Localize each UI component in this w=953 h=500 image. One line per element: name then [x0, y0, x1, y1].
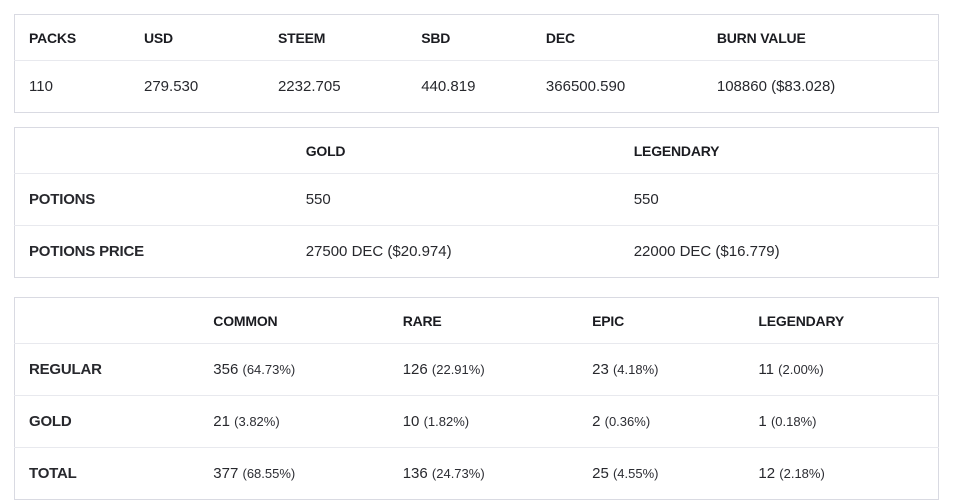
burn-value: 108860 ($83.028): [716, 78, 836, 95]
common-header: COMMON: [199, 297, 389, 344]
count-value: 10: [402, 413, 420, 430]
potions-header-row: GOLD LEGENDARY: [14, 127, 939, 174]
regular-row-label: REGULAR: [14, 343, 200, 396]
epic-header: EPIC: [578, 297, 745, 344]
gold-common-cell: 21 (3.82%): [199, 395, 389, 448]
sbd-header: SBD: [407, 14, 532, 61]
dec-header: DEC: [531, 14, 703, 61]
count-value: 23: [592, 361, 609, 378]
burn-value-header: BURN VALUE: [702, 14, 939, 61]
gold-cards-row: GOLD 21 (3.82%) 10 (1.82%) 2 (0.36%) 1 (…: [14, 395, 939, 448]
percent-value: (68.55%): [242, 466, 296, 481]
gold-row-label: GOLD: [14, 395, 200, 448]
count-value: 1: [758, 413, 767, 430]
packs-header: PACKS: [14, 14, 130, 61]
count-value: 12: [758, 465, 776, 482]
regular-cards-row: REGULAR 356 (64.73%) 126 (22.91%) 23 (4.…: [14, 343, 939, 396]
legendary-potion-header: LEGENDARY: [619, 127, 939, 174]
percent-value: (24.73%): [431, 466, 485, 481]
potions-header-empty: [14, 127, 292, 174]
dec-value: 366500.590: [545, 78, 626, 95]
gold-potion-header: GOLD: [291, 127, 620, 174]
percent-value: (2.00%): [778, 362, 824, 377]
rare-header: RARE: [388, 297, 579, 344]
total-epic-cell: 25 (4.55%): [578, 448, 744, 500]
gold-potions-price: 27500 DEC ($20.974): [305, 243, 452, 260]
percent-value: (0.36%): [604, 414, 651, 429]
percent-value: (4.55%): [612, 466, 659, 481]
gold-potions-count: 550: [291, 173, 620, 226]
legendary-potions-count: 550: [619, 173, 939, 226]
legendary-potions-price: 22000 DEC ($16.779): [633, 243, 780, 260]
count-value: 2: [592, 413, 601, 430]
count-value: 126: [402, 361, 428, 378]
steem-value: 2232.705: [277, 78, 341, 95]
count-value: 136: [402, 465, 428, 482]
regular-rare-cell: 126 (22.91%): [388, 343, 579, 396]
potions-price-row-label: POTIONS PRICE: [29, 243, 144, 260]
usd-header: USD: [130, 14, 264, 61]
packs-value-row: 110 279.530 2232.705 440.819 366500.590 …: [15, 61, 939, 113]
regular-epic-cell: 23 (4.18%): [578, 343, 745, 396]
steem-header: STEEM: [263, 14, 408, 61]
potions-row-label: POTIONS: [14, 173, 292, 226]
gold-legendary-cell: 1 (0.18%): [744, 395, 939, 448]
percent-value: (4.18%): [612, 362, 659, 377]
count-value: 25: [592, 465, 609, 482]
usd-value: 279.530: [144, 78, 199, 95]
total-row-label: TOTAL: [29, 465, 77, 482]
count-value: 356: [213, 361, 239, 378]
card-rarity-table: COMMON RARE EPIC LEGENDARY REGULAR 356 (…: [14, 297, 939, 500]
cards-header-row: COMMON RARE EPIC LEGENDARY: [14, 297, 939, 344]
packs-summary-table: PACKS USD STEEM SBD DEC BURN VALUE 110 2…: [14, 14, 939, 113]
potions-count-row: POTIONS 550 550: [14, 173, 939, 226]
count-value: 11: [758, 361, 774, 378]
percent-value: (2.18%): [779, 466, 825, 481]
gold-rare-cell: 10 (1.82%): [388, 395, 579, 448]
count-value: 377: [213, 465, 239, 482]
cards-header-empty: [14, 297, 200, 344]
total-cards-row: TOTAL 377 (68.55%) 136 (24.73%) 25 (4.55…: [15, 448, 939, 500]
regular-legendary-cell: 11 (2.00%): [744, 343, 939, 396]
total-legendary-cell: 12 (2.18%): [744, 448, 938, 500]
percent-value: (3.82%): [234, 414, 280, 429]
potions-table: GOLD LEGENDARY POTIONS 550 550 POTIONS P…: [14, 127, 939, 278]
sbd-value: 440.819: [421, 78, 476, 95]
packs-value: 110: [29, 78, 53, 95]
gold-epic-cell: 2 (0.36%): [578, 395, 745, 448]
percent-value: (22.91%): [431, 362, 485, 377]
total-rare-cell: 136 (24.73%): [389, 448, 578, 500]
total-common-cell: 377 (68.55%): [199, 448, 388, 500]
percent-value: (1.82%): [423, 414, 470, 429]
percent-value: (64.73%): [242, 362, 296, 377]
regular-common-cell: 356 (64.73%): [199, 343, 389, 396]
percent-value: (0.18%): [770, 414, 817, 429]
count-value: 21: [213, 413, 230, 430]
legendary-header: LEGENDARY: [744, 297, 939, 344]
packs-header-row: PACKS USD STEEM SBD DEC BURN VALUE: [14, 14, 939, 61]
potions-price-row: POTIONS PRICE 27500 DEC ($20.974) 22000 …: [15, 226, 939, 278]
